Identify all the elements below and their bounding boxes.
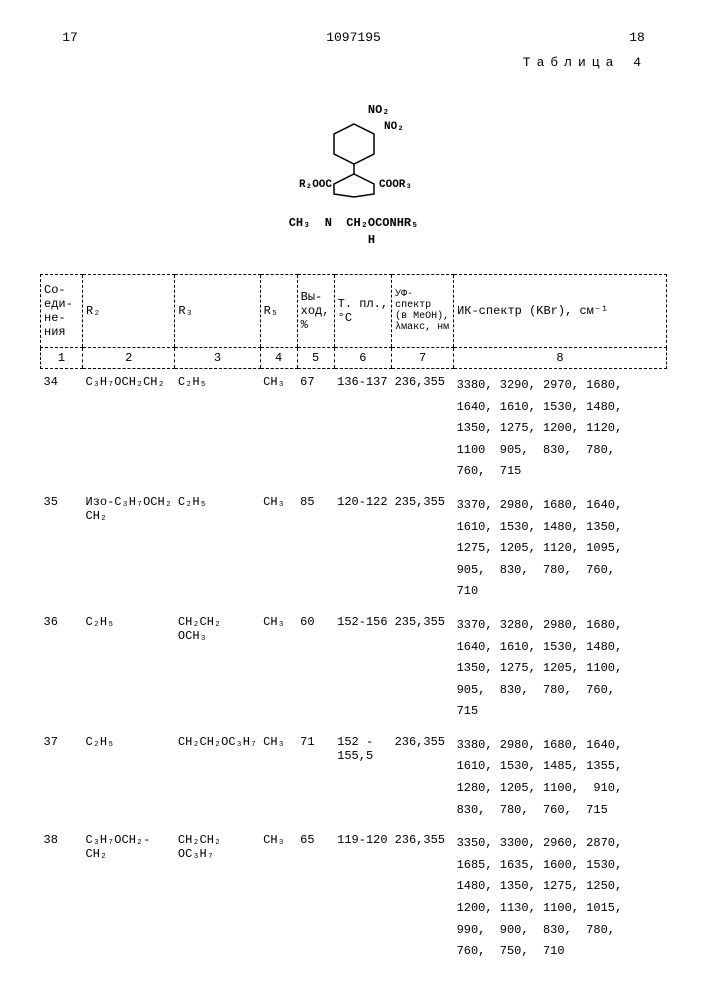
cell-yield: 71 xyxy=(297,729,334,827)
col-r2: R₂ xyxy=(83,274,175,347)
cell-uv: 236,355 xyxy=(392,827,454,969)
colnum: 7 xyxy=(392,347,454,368)
cell-ir: 3370, 2980, 1680, 1640, 1610, 1530, 1480… xyxy=(454,489,667,609)
table-label: Таблица 4 xyxy=(40,55,647,70)
cell-r2: С₃Н₇ОСН₂СН₂ xyxy=(83,368,175,488)
cell-yield: 60 xyxy=(297,609,334,729)
colnum: 2 xyxy=(83,347,175,368)
cell-uv: 235,355 xyxy=(392,609,454,729)
page-right: 18 xyxy=(607,30,667,45)
data-table: Со- еди- не- ния R₂ R₃ R₅ Вы- ход, % Т. … xyxy=(40,274,667,969)
colnum: 8 xyxy=(454,347,667,368)
svg-text:R₂OOC: R₂OOC xyxy=(299,179,332,191)
cell-id: 34 xyxy=(41,368,83,488)
colnum: 4 xyxy=(260,347,297,368)
cell-id: 37 xyxy=(41,729,83,827)
cell-r5: СН₃ xyxy=(260,368,297,488)
colnum: 3 xyxy=(175,347,260,368)
cell-ir: 3380, 2980, 1680, 1640, 1610, 1530, 1485… xyxy=(454,729,667,827)
cell-r3: С₂Н₅ xyxy=(175,368,260,488)
col-r3: R₃ xyxy=(175,274,260,347)
struct-line: H xyxy=(332,233,375,247)
table-row: 34 С₃Н₇ОСН₂СН₂ С₂Н₅ СН₃ 67 136-137 236,3… xyxy=(41,368,667,488)
cell-yield: 65 xyxy=(297,827,334,969)
colnum: 5 xyxy=(297,347,334,368)
table-row: 35 Изо-С₃Н₇ОСН₂ СН₂ С₂Н₅ СН₃ 85 120-122 … xyxy=(41,489,667,609)
cell-uv: 235,355 xyxy=(392,489,454,609)
cell-ir: 3350, 3300, 2960, 2870, 1685, 1635, 1600… xyxy=(454,827,667,969)
cell-mp: 120-122 xyxy=(334,489,391,609)
table-row: 38 С₃Н₇ОСН₂- СН₂ СН₂СН₂ ОС₃Н₇ СН₃ 65 119… xyxy=(41,827,667,969)
table-row: 37 С₂Н₅ СН₂СН₂ОС₃Н₇ СН₃ 71 152 - 155,5 2… xyxy=(41,729,667,827)
struct-line: CH₃ N CH₂OCONHR₅ xyxy=(289,216,419,230)
table-row: 36 С₂Н₅ СН₂СН₂ ОСН₃ СН₃ 60 152-156 235,3… xyxy=(41,609,667,729)
cell-mp: 152 - 155,5 xyxy=(334,729,391,827)
cell-uv: 236,355 xyxy=(392,729,454,827)
cell-r3: СН₂СН₂ОС₃Н₇ xyxy=(175,729,260,827)
cell-r2: С₃Н₇ОСН₂- СН₂ xyxy=(83,827,175,969)
col-compound: Со- еди- не- ния xyxy=(41,274,83,347)
svg-text:COOR₃: COOR₃ xyxy=(379,179,412,191)
cell-mp: 152-156 xyxy=(334,609,391,729)
colnum: 1 xyxy=(41,347,83,368)
cell-r2: Изо-С₃Н₇ОСН₂ СН₂ xyxy=(83,489,175,609)
cell-mp: 136-137 xyxy=(334,368,391,488)
cell-r5: СН₃ xyxy=(260,489,297,609)
cell-r3: С₂Н₅ xyxy=(175,489,260,609)
cell-id: 35 xyxy=(41,489,83,609)
svg-text:NO₂: NO₂ xyxy=(384,121,404,133)
col-uv: УФ- спектр (в МеОН), λмакс, нм xyxy=(392,274,454,347)
col-yield: Вы- ход, % xyxy=(297,274,334,347)
doc-number: 1097195 xyxy=(100,30,607,45)
cell-uv: 236,355 xyxy=(392,368,454,488)
header-row: Со- еди- не- ния R₂ R₃ R₅ Вы- ход, % Т. … xyxy=(41,274,667,347)
col-ir: ИК-спектр (KBr), см⁻¹ xyxy=(454,274,667,347)
cell-ir: 3370, 3280, 2980, 1680, 1640, 1610, 1530… xyxy=(454,609,667,729)
cell-r3: СН₂СН₂ ОС₃Н₇ xyxy=(175,827,260,969)
page-left: 17 xyxy=(40,30,100,45)
cell-ir: 3380, 3290, 2970, 1680, 1640, 1610, 1530… xyxy=(454,368,667,488)
cell-r3: СН₂СН₂ ОСН₃ xyxy=(175,609,260,729)
cell-yield: 67 xyxy=(297,368,334,488)
cell-mp: 119-120 xyxy=(334,827,391,969)
page-header: 17 1097195 18 xyxy=(40,30,667,45)
cell-r2: С₂Н₅ xyxy=(83,609,175,729)
cell-id: 36 xyxy=(41,609,83,729)
chemical-structure: NO₂ NO₂ R₂OOC COOR₃ CH₃ N CH₂OCONHR₅ H xyxy=(40,85,667,249)
colnum: 6 xyxy=(334,347,391,368)
colnum-row: 1 2 3 4 5 6 7 8 xyxy=(41,347,667,368)
struct-line: NO₂ xyxy=(317,103,389,117)
cell-r5: СН₃ xyxy=(260,609,297,729)
cell-id: 38 xyxy=(41,827,83,969)
cell-r5: СН₃ xyxy=(260,827,297,969)
cell-r2: С₂Н₅ xyxy=(83,729,175,827)
cell-r5: СН₃ xyxy=(260,729,297,827)
cell-yield: 85 xyxy=(297,489,334,609)
col-mp: Т. пл., °С xyxy=(334,274,391,347)
col-r5: R₅ xyxy=(260,274,297,347)
